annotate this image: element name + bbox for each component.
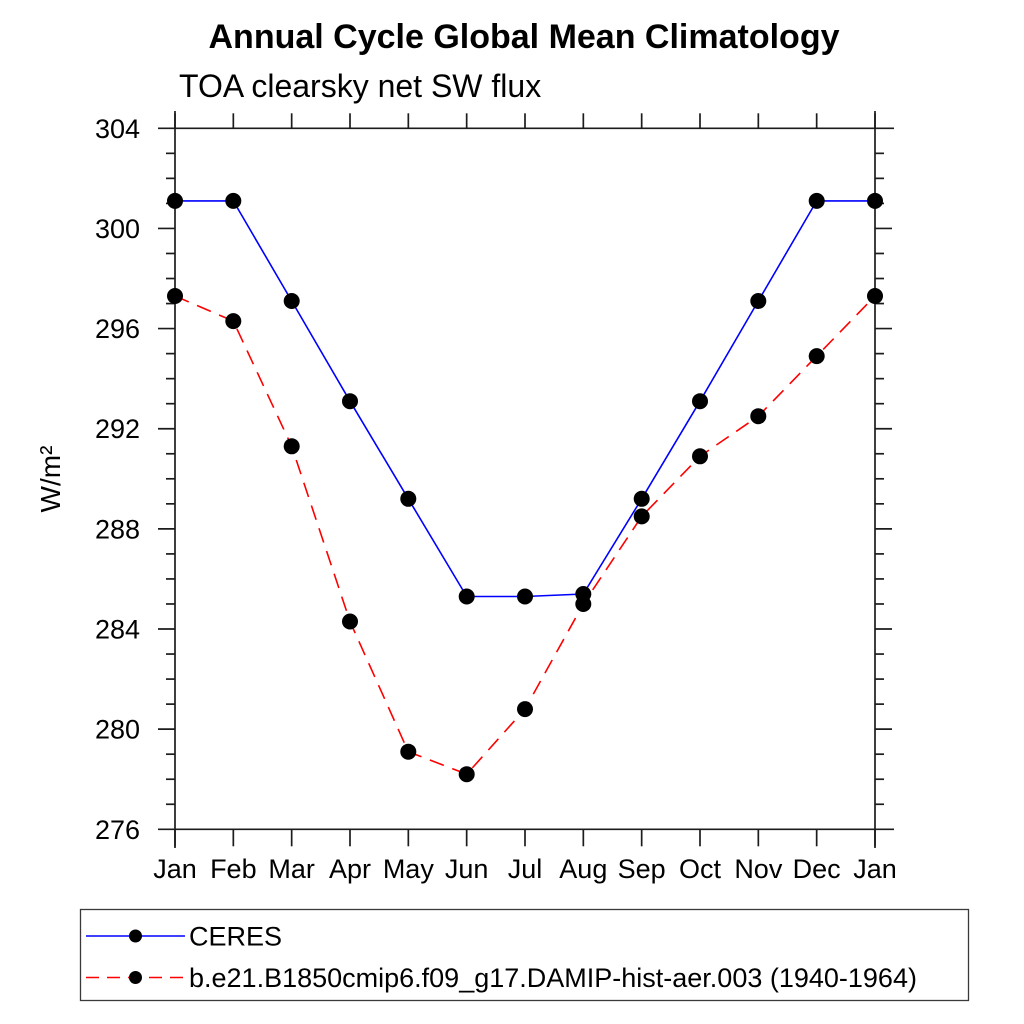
x-tick-label: Aug xyxy=(559,854,607,884)
legend-label-0: CERES xyxy=(189,922,282,952)
data-point-s0-10 xyxy=(750,293,767,309)
y-tick-label: 304 xyxy=(95,114,140,144)
x-tick-label: May xyxy=(383,854,435,884)
data-point-s1-5 xyxy=(458,766,475,783)
legend-box: CERES b.e21.B1850cmip6.f09_g17.DAMIP-hist… xyxy=(79,908,970,1002)
data-point-s1-11 xyxy=(808,348,825,365)
y-tick-label: 300 xyxy=(95,214,140,244)
y-tick-label: 276 xyxy=(95,815,140,845)
legend-label-1: b.e21.B1850cmip6.f09_g17.DAMIP-hist-aer.… xyxy=(189,963,917,993)
data-point-s1-0 xyxy=(167,288,183,304)
legend-marker-1 xyxy=(129,971,142,984)
data-point-s1-10 xyxy=(750,408,767,425)
chart-title: Annual Cycle Global Mean Climatology xyxy=(209,18,840,56)
data-point-s1-7 xyxy=(575,596,592,612)
data-point-s1-3 xyxy=(342,613,358,630)
data-series xyxy=(167,192,883,783)
data-point-s0-0 xyxy=(167,192,183,209)
y-tick-label: 296 xyxy=(95,314,140,344)
y-tick-label: 280 xyxy=(95,715,140,745)
data-point-s0-8 xyxy=(633,490,650,507)
x-tick-label: Dec xyxy=(793,854,841,884)
legend-marker-0 xyxy=(129,929,142,943)
data-point-s0-9 xyxy=(692,393,708,410)
data-point-s0-3 xyxy=(342,393,358,410)
data-point-s1-12 xyxy=(867,288,883,304)
y-tick-label: 284 xyxy=(95,615,140,645)
axes-and-ticks xyxy=(158,111,894,848)
y-axis-label: W/m² xyxy=(35,446,66,513)
x-tick-label: Mar xyxy=(268,854,315,884)
data-point-s1-1 xyxy=(225,313,242,330)
data-point-s1-2 xyxy=(283,438,300,455)
data-point-s0-1 xyxy=(225,192,242,209)
x-tick-label: Jan xyxy=(853,854,897,884)
x-tick-label: Nov xyxy=(734,854,783,884)
data-point-s1-6 xyxy=(517,701,533,718)
axis-tick-labels: 276 280 284 288 292 296 300 304 Jan Feb Mar Apr May J… xyxy=(95,114,897,884)
data-point-s0-2 xyxy=(283,293,300,309)
x-tick-label: Jan xyxy=(153,854,197,884)
series-line-0 xyxy=(175,200,875,598)
y-tick-label: 292 xyxy=(95,414,140,444)
y-tick-label: 288 xyxy=(95,514,140,544)
data-point-s0-12 xyxy=(867,192,883,209)
data-point-s0-4 xyxy=(400,490,417,507)
chart-subtitle: TOA clearsky net SW flux xyxy=(179,68,541,104)
x-tick-label: Jul xyxy=(508,854,543,884)
x-tick-label: Apr xyxy=(329,854,371,884)
data-point-s1-4 xyxy=(400,743,417,760)
legend-border xyxy=(79,908,970,1002)
data-point-s0-11 xyxy=(808,192,825,209)
data-point-s1-9 xyxy=(692,448,708,465)
x-tick-label: Oct xyxy=(679,854,722,884)
x-tick-label: Feb xyxy=(210,854,257,884)
data-point-s0-5 xyxy=(458,588,475,605)
x-tick-label: Jun xyxy=(445,854,489,884)
data-point-s1-8 xyxy=(633,508,650,525)
x-tick-label: Sep xyxy=(618,854,666,884)
data-point-s0-6 xyxy=(517,588,533,605)
